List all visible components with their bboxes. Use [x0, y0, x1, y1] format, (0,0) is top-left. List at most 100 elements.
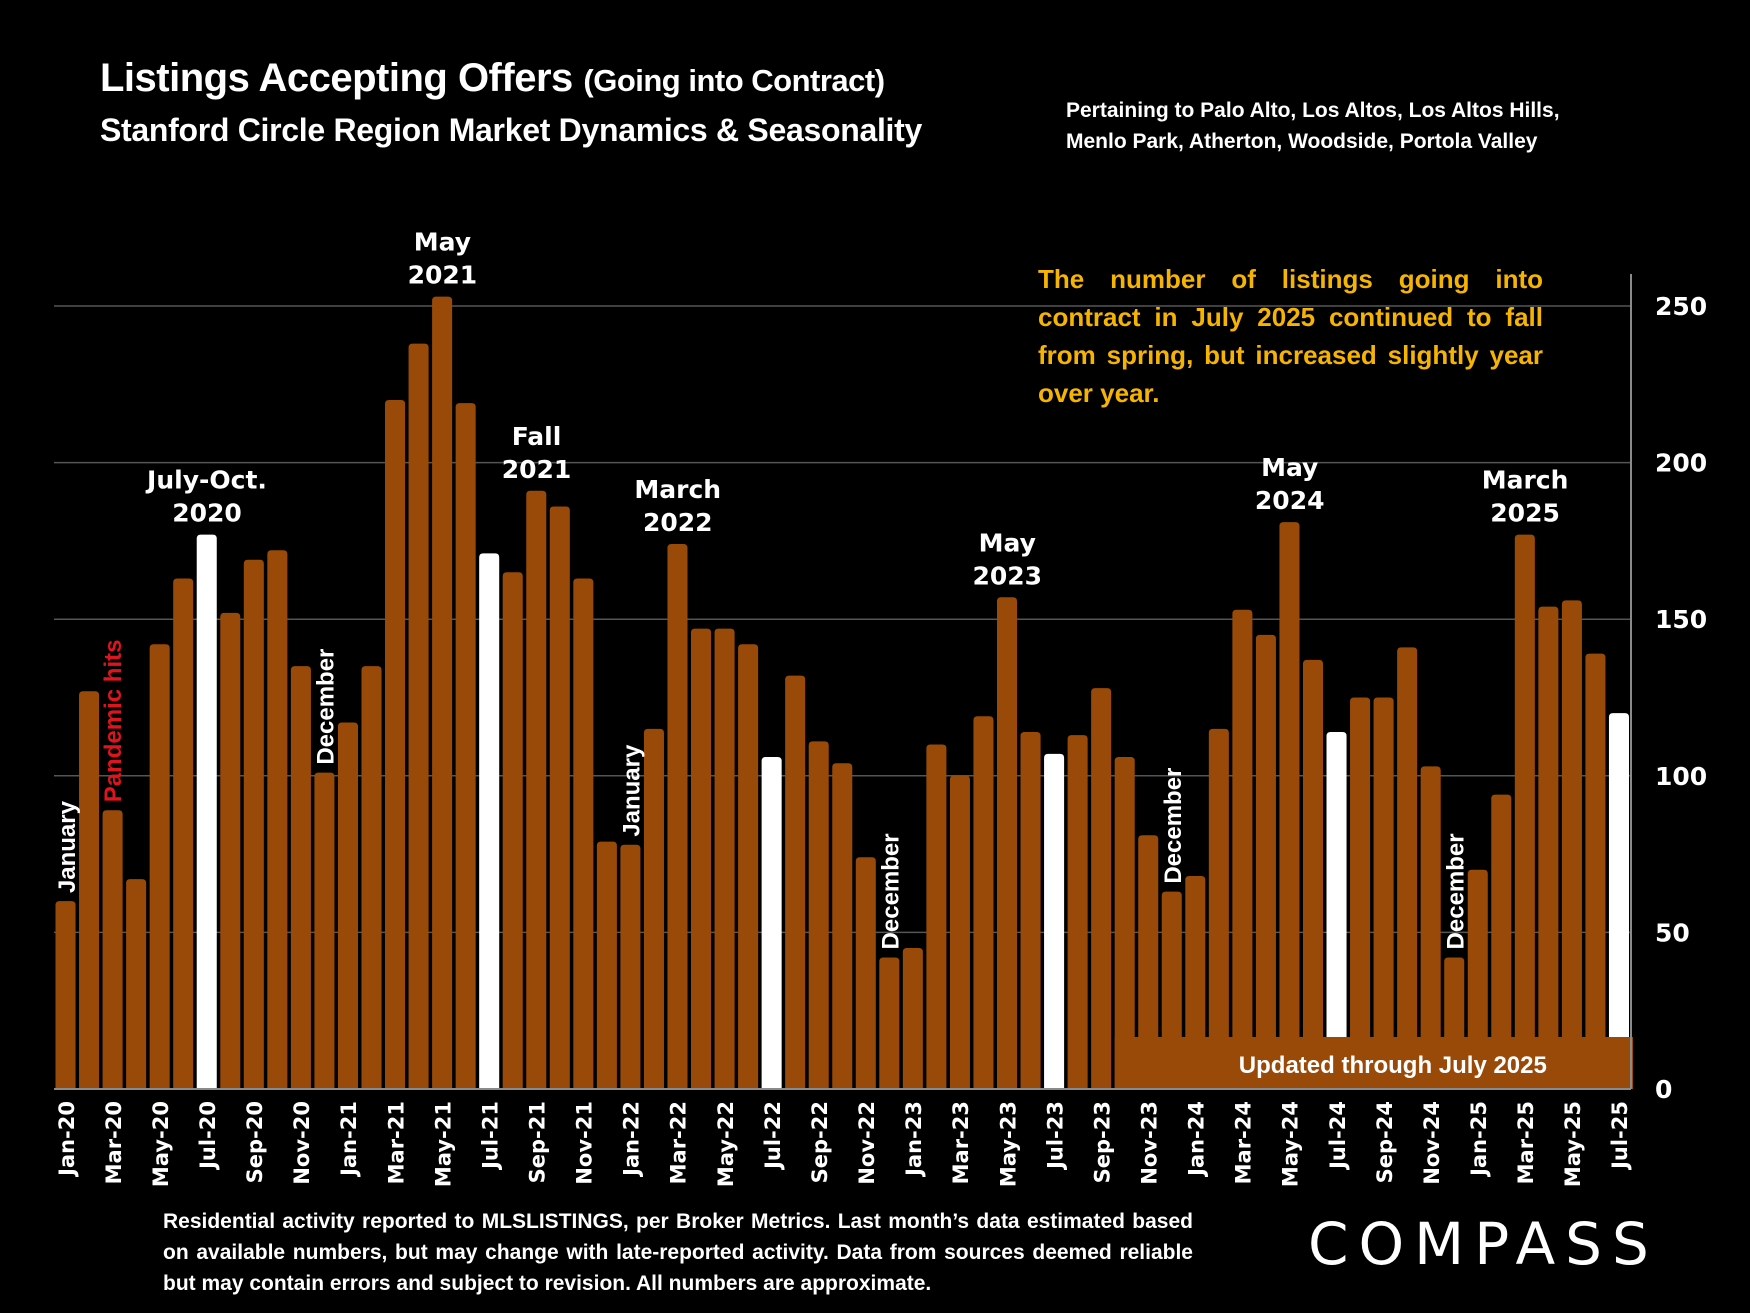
bar — [173, 578, 194, 1089]
bar — [102, 810, 123, 1089]
bar-highlight — [1326, 731, 1347, 1089]
annotation-line: March — [634, 475, 721, 504]
y-tick-label: 250 — [1655, 292, 1707, 321]
bar-highlight — [479, 553, 500, 1089]
bar — [714, 628, 735, 1089]
annotation-text: The number of listings going into contra… — [1038, 264, 1543, 408]
annotation-line: March — [1482, 466, 1569, 495]
x-tick-label: Jan-24 — [1185, 1101, 1209, 1178]
bar — [502, 572, 523, 1089]
annotation-line: May — [414, 228, 471, 257]
bars — [55, 296, 1629, 1090]
x-tick-label: Sep-24 — [1373, 1101, 1397, 1183]
bar — [879, 957, 900, 1089]
x-tick-label: Nov-23 — [1137, 1101, 1161, 1185]
bar — [79, 691, 100, 1089]
bar — [1561, 600, 1582, 1089]
region-line-1: Pertaining to Palo Alto, Los Altos, Los … — [1066, 99, 1560, 122]
annotation-label: May 2024 — [1255, 453, 1325, 515]
bar — [385, 399, 406, 1090]
annotation-line: 2021 — [408, 261, 478, 290]
annotation-label: January — [54, 800, 81, 893]
annotation-label: Pandemic hits — [100, 640, 127, 803]
bar — [1138, 835, 1159, 1089]
bar — [1350, 697, 1371, 1089]
bar-highlight — [196, 534, 217, 1089]
annotation-label: December — [1442, 833, 1469, 949]
annotation-line: 2023 — [972, 561, 1042, 590]
annotation-label: May 2021 — [408, 228, 478, 290]
x-tick-label: Nov-21 — [573, 1101, 597, 1185]
annotation-label: December — [313, 649, 340, 765]
annotation-line: 2021 — [502, 455, 572, 484]
bar — [1185, 876, 1206, 1089]
x-tick-label: Jul-24 — [1326, 1101, 1350, 1171]
bar — [1420, 766, 1441, 1089]
y-tick-label: 0 — [1655, 1075, 1672, 1104]
bar — [1255, 634, 1276, 1089]
x-tick-label: Jan-25 — [1467, 1101, 1491, 1178]
annotation-label: March 2025 — [1482, 466, 1569, 528]
bar — [808, 741, 829, 1089]
bar-highlight — [761, 757, 782, 1089]
bar — [832, 763, 853, 1089]
x-tick-label: Nov-22 — [855, 1101, 879, 1185]
x-tick-label: Jul-23 — [1043, 1101, 1067, 1171]
bar — [973, 716, 994, 1089]
annotation-label: May 2023 — [972, 528, 1042, 590]
x-tick-label: Sep-22 — [808, 1101, 832, 1183]
bar — [526, 490, 547, 1090]
annotation-line: 2025 — [1490, 499, 1560, 528]
bar-highlight — [1608, 713, 1629, 1089]
annotation-line: May — [1261, 453, 1318, 482]
annotation-label: March 2022 — [634, 475, 721, 537]
bar — [596, 841, 617, 1089]
bar — [667, 544, 688, 1089]
updated-banner: Updated through July 2025 — [1114, 1037, 1633, 1089]
bar — [361, 666, 382, 1089]
annotation-label: January — [619, 744, 646, 837]
title-main: Listings Accepting Offers — [100, 56, 573, 100]
x-tick-label: Jul-20 — [196, 1101, 220, 1171]
x-tick-label: May-23 — [996, 1101, 1020, 1187]
bar — [243, 559, 264, 1089]
bar — [1467, 869, 1488, 1089]
bar — [996, 597, 1018, 1089]
annotation-label: December — [878, 833, 905, 949]
bar — [149, 644, 170, 1089]
bar — [1279, 522, 1300, 1089]
compass-logo: COMPASS — [1308, 1210, 1659, 1278]
x-tick-label: May-25 — [1561, 1101, 1585, 1187]
title-paren: (Going into Contract) — [583, 63, 885, 98]
annotation-label: December — [1160, 768, 1187, 884]
bar — [1491, 794, 1512, 1089]
x-tick-label: Mar-24 — [1232, 1101, 1256, 1184]
bar-highlight — [1044, 753, 1065, 1089]
x-tick-label: Jan-22 — [620, 1101, 644, 1178]
footer-disclaimer: Residential activity reported to MLSLIST… — [163, 1210, 1193, 1295]
bar — [573, 578, 594, 1089]
bar — [926, 744, 947, 1089]
x-tick-label: Jan-21 — [337, 1101, 361, 1178]
x-tick-label: Jul-25 — [1608, 1101, 1632, 1171]
bar — [1585, 653, 1606, 1089]
bar — [738, 644, 759, 1089]
y-tick-label: 150 — [1655, 605, 1707, 634]
y-tick-label: 200 — [1655, 449, 1707, 478]
x-axis: Jan-20 Mar-20 May-20 Jul-20 Sep-20 Nov-20 Jan-… — [54, 1088, 1632, 1187]
y-tick-label: 50 — [1655, 918, 1690, 947]
annotation-label: Fall 2021 — [502, 422, 572, 484]
bar — [455, 403, 476, 1089]
x-tick-label: Jan-23 — [902, 1101, 926, 1178]
region-line-2: Menlo Park, Atherton, Woodside, Portola … — [1066, 130, 1538, 153]
y-tick-label: 100 — [1655, 762, 1707, 791]
bar — [432, 296, 453, 1089]
bar — [1302, 659, 1324, 1089]
updated-label: Updated through July 2025 — [1239, 1052, 1547, 1079]
bar — [55, 901, 76, 1089]
x-tick-label: Sep-23 — [1090, 1101, 1114, 1183]
region-note: Pertaining to Palo Alto, Los Altos, Los … — [1066, 95, 1560, 157]
annotation-line: May — [979, 528, 1036, 557]
bar — [314, 772, 335, 1089]
